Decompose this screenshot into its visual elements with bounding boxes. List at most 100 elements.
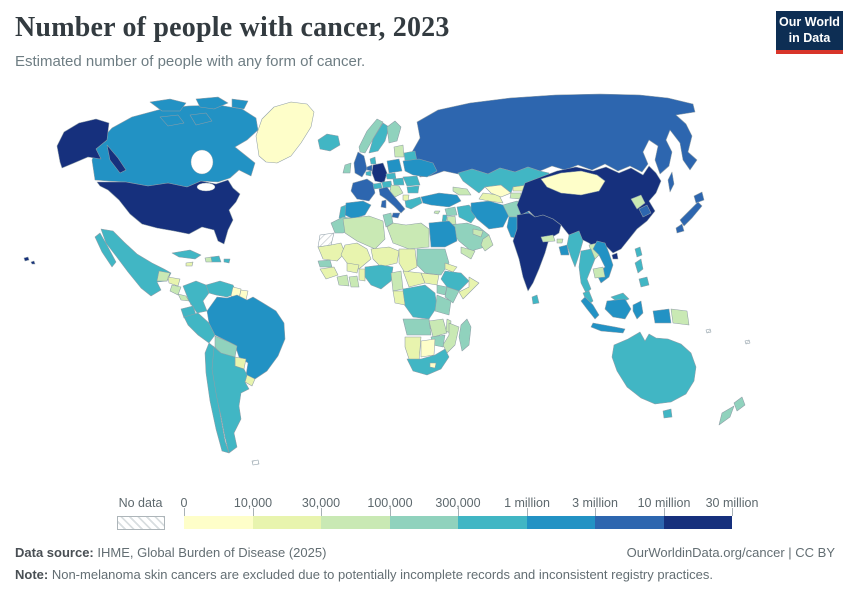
- country-finland[interactable]: [386, 120, 402, 144]
- country-madagascar[interactable]: [458, 318, 472, 352]
- country-indonesia-java[interactable]: [590, 322, 626, 334]
- country-oman[interactable]: [480, 234, 494, 252]
- country-poland[interactable]: [386, 158, 403, 174]
- attribution-link[interactable]: OurWorldinData.org/cancer | CC BY: [626, 545, 835, 560]
- country-france[interactable]: [350, 178, 376, 202]
- country-angola[interactable]: [402, 318, 432, 336]
- country-bangladesh[interactable]: [558, 244, 570, 256]
- country-peru[interactable]: [183, 312, 216, 344]
- country-burkina-faso[interactable]: [346, 262, 360, 274]
- country-dominican-republic[interactable]: [210, 255, 222, 263]
- country-us-hawaii1[interactable]: [23, 256, 30, 262]
- country-thailand[interactable]: [578, 248, 596, 294]
- country-mexico-baja[interactable]: [94, 232, 117, 268]
- country-switzerland[interactable]: [372, 182, 383, 190]
- country-algeria[interactable]: [342, 215, 386, 250]
- country-belgium[interactable]: [365, 170, 372, 177]
- legend-bin-6[interactable]: [595, 516, 664, 529]
- country-bhutan[interactable]: [556, 238, 564, 244]
- country-india[interactable]: [512, 212, 562, 292]
- country-nigeria[interactable]: [364, 264, 394, 290]
- country-lesotho[interactable]: [429, 362, 437, 369]
- country-philippines-luzon[interactable]: [634, 258, 644, 274]
- country-hungary[interactable]: [392, 177, 405, 186]
- country-ivory-coast[interactable]: [336, 274, 350, 287]
- country-canada-arctic5[interactable]: [189, 112, 213, 126]
- country-vietnam[interactable]: [592, 240, 614, 284]
- country-canada-arctic2[interactable]: [195, 96, 229, 110]
- country-australia[interactable]: [611, 331, 697, 405]
- country-yemen[interactable]: [460, 246, 476, 260]
- legend-bin-5[interactable]: [526, 516, 595, 529]
- country-chad[interactable]: [398, 248, 418, 274]
- country-new-zealand-south[interactable]: [718, 405, 735, 426]
- country-tajikistan[interactable]: [509, 192, 522, 200]
- legend-bin-7[interactable]: [663, 516, 732, 529]
- country-baltic-states[interactable]: [393, 144, 405, 158]
- country-libya[interactable]: [386, 222, 430, 250]
- country-japan-honshu[interactable]: [679, 201, 703, 227]
- country-drc[interactable]: [402, 284, 438, 320]
- country-honduras[interactable]: [167, 276, 181, 287]
- country-ghana[interactable]: [348, 275, 360, 288]
- country-colombia[interactable]: [182, 280, 210, 314]
- country-north-korea[interactable]: [630, 194, 646, 210]
- country-philippines-mindanao[interactable]: [638, 276, 650, 288]
- country-guinea[interactable]: [319, 266, 339, 280]
- country-iran[interactable]: [470, 200, 510, 230]
- owid-logo[interactable]: Our World in Data: [776, 11, 843, 54]
- country-denmark[interactable]: [369, 156, 377, 165]
- country-guatemala[interactable]: [156, 270, 171, 282]
- country-russia-sakhalin[interactable]: [667, 171, 675, 193]
- country-australia-tasmania[interactable]: [662, 408, 673, 419]
- country-czechia[interactable]: [385, 172, 397, 180]
- country-south-africa[interactable]: [406, 348, 450, 376]
- country-us-alaska[interactable]: [56, 118, 110, 169]
- country-italy-sicily[interactable]: [391, 212, 401, 219]
- country-chile[interactable]: [204, 342, 230, 454]
- country-uganda[interactable]: [436, 284, 448, 296]
- country-russia[interactable]: [411, 93, 698, 178]
- country-mali[interactable]: [340, 242, 372, 270]
- country-greece[interactable]: [404, 196, 423, 210]
- country-eritrea[interactable]: [444, 262, 458, 273]
- country-egypt[interactable]: [428, 220, 458, 248]
- country-indonesia-sumatra[interactable]: [580, 296, 600, 320]
- country-uzbekistan[interactable]: [484, 184, 512, 198]
- country-south-korea[interactable]: [638, 204, 652, 218]
- country-syria[interactable]: [444, 206, 458, 217]
- country-somalia[interactable]: [458, 276, 480, 300]
- country-ukraine[interactable]: [402, 158, 438, 178]
- legend-bin-4[interactable]: [458, 516, 527, 529]
- country-jamaica[interactable]: [185, 261, 194, 267]
- country-china-hainan[interactable]: [611, 252, 619, 260]
- country-caucasus[interactable]: [452, 186, 472, 196]
- country-mexico[interactable]: [100, 228, 172, 297]
- country-senegal[interactable]: [317, 259, 333, 268]
- country-sri-lanka[interactable]: [531, 294, 540, 305]
- country-tanzania[interactable]: [434, 294, 452, 316]
- legend-bin-1[interactable]: [252, 516, 321, 529]
- country-netherlands[interactable]: [366, 164, 373, 172]
- country-indonesia-kalimantan[interactable]: [604, 298, 632, 320]
- country-ireland[interactable]: [342, 162, 352, 174]
- country-spain[interactable]: [344, 200, 372, 220]
- country-taiwan[interactable]: [634, 246, 643, 258]
- country-niger[interactable]: [370, 246, 400, 268]
- country-turkey[interactable]: [420, 192, 462, 208]
- country-benin-togo[interactable]: [358, 268, 366, 282]
- country-botswana[interactable]: [420, 338, 436, 358]
- country-iceland[interactable]: [317, 133, 341, 152]
- country-italy-sardinia[interactable]: [380, 199, 387, 209]
- country-cuba[interactable]: [171, 249, 202, 260]
- country-sudan[interactable]: [416, 248, 450, 276]
- country-puerto-rico[interactable]: [223, 258, 231, 264]
- country-western-balkans[interactable]: [389, 184, 404, 198]
- country-germany[interactable]: [371, 162, 388, 184]
- country-japan-kyushu[interactable]: [675, 223, 685, 234]
- legend-bin-0[interactable]: [184, 516, 253, 529]
- country-canada-arctic4[interactable]: [159, 114, 185, 127]
- country-canada-arctic3[interactable]: [231, 98, 249, 110]
- country-greenland[interactable]: [255, 101, 315, 164]
- country-mongolia[interactable]: [540, 170, 606, 196]
